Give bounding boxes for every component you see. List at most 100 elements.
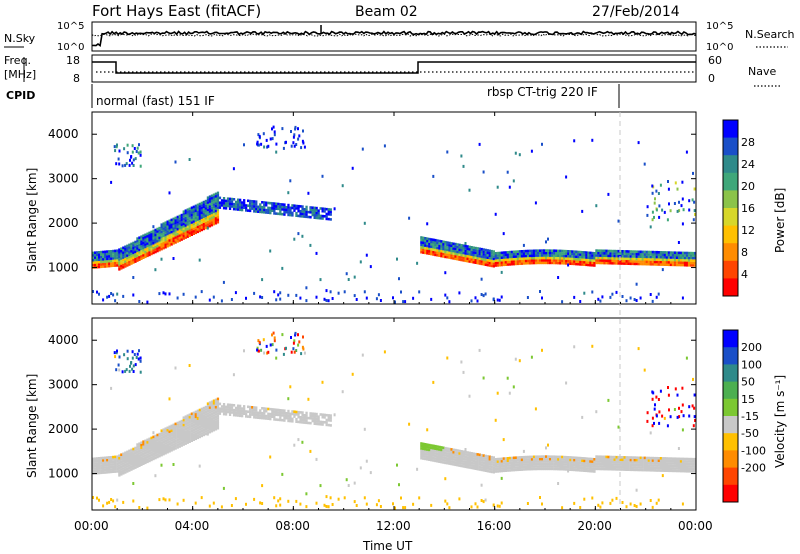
velocity-cell — [198, 423, 201, 426]
power-cell — [158, 236, 161, 240]
power-scatter — [512, 179, 515, 183]
power-cell — [104, 257, 107, 261]
velocity-cell — [597, 457, 600, 461]
velocity-scatter — [649, 431, 652, 435]
velocity-cell — [277, 411, 280, 414]
velocity-cell — [665, 467, 669, 470]
velocity-cell — [210, 424, 214, 428]
power-cell — [637, 252, 640, 256]
colorbar-tick-label: -15 — [741, 410, 759, 423]
power-scatter — [379, 299, 382, 302]
velocity-cell — [132, 464, 135, 468]
power-cell — [150, 233, 153, 236]
power-cell — [311, 213, 314, 217]
velocity-cell — [599, 465, 602, 468]
power-scatter — [693, 209, 696, 213]
velocity-cell — [627, 456, 630, 459]
velocity-cell — [639, 461, 642, 464]
velocity-cell — [428, 453, 431, 457]
velocity-cell — [114, 458, 117, 461]
velocity-cell — [536, 457, 540, 461]
power-cell — [510, 262, 514, 266]
power-cell — [110, 250, 113, 253]
velocity-cell — [599, 467, 602, 471]
power-cell — [329, 213, 332, 216]
velocity-cell — [583, 469, 586, 472]
velocity-cell — [522, 455, 526, 459]
velocity-cell — [444, 454, 447, 457]
power-cell — [470, 255, 473, 259]
velocity-cell — [687, 462, 691, 466]
velocity-scatter — [208, 504, 211, 508]
power-cell — [512, 253, 516, 256]
velocity-scatter — [681, 403, 684, 407]
velocity-cell — [92, 457, 95, 461]
velocity-cell — [303, 416, 306, 419]
velocity-cell — [635, 466, 638, 469]
power-scatter — [122, 294, 125, 298]
velocity-cell — [327, 414, 330, 417]
velocity-cell — [488, 460, 491, 463]
power-cell — [118, 248, 121, 251]
power-cell — [534, 256, 538, 260]
power-cell — [516, 260, 520, 263]
power-cell — [643, 253, 646, 256]
velocity-cell — [480, 456, 483, 459]
power-scatter — [297, 232, 300, 236]
power-cell — [313, 206, 316, 210]
power-scatter — [633, 298, 636, 301]
velocity-cell — [325, 418, 328, 422]
power-cell — [303, 215, 306, 218]
power-cell — [492, 252, 495, 256]
velocity-cell — [512, 461, 516, 464]
velocity-cell — [557, 467, 560, 471]
velocity-cell — [224, 408, 228, 411]
power-cell — [299, 205, 302, 208]
power-cell — [212, 210, 216, 214]
power-cell — [216, 203, 220, 207]
velocity-cell — [659, 461, 663, 465]
power-cell — [482, 255, 485, 259]
velocity-scatter — [182, 498, 185, 502]
power-cell — [277, 207, 280, 211]
velocity-cell — [653, 456, 656, 460]
power-cell — [524, 249, 528, 253]
power-scatter — [484, 292, 487, 296]
velocity-cell — [555, 455, 558, 459]
power-cell — [619, 254, 622, 258]
power-cell — [659, 258, 663, 261]
velocity-cell — [136, 455, 139, 459]
velocity-scatter — [432, 380, 435, 384]
power-scatter — [460, 154, 463, 158]
velocity-cell — [271, 413, 274, 416]
velocity-scatter — [595, 410, 598, 414]
velocity-cell — [172, 448, 175, 451]
power-cell — [100, 250, 103, 254]
velocity-cell — [212, 406, 216, 410]
power-cell — [138, 238, 141, 242]
power-scatter — [263, 145, 266, 149]
velocity-cell — [581, 469, 584, 472]
power-cell — [597, 261, 600, 265]
power-scatter — [297, 137, 300, 141]
power-cell — [110, 252, 113, 255]
power-scatter — [146, 300, 149, 304]
velocity-cell — [692, 462, 695, 466]
power-cell — [170, 223, 173, 226]
power-cell — [470, 246, 473, 249]
power-cell — [172, 232, 175, 235]
power-cell — [520, 257, 524, 260]
velocity-scatter — [321, 380, 324, 384]
power-cell — [285, 206, 288, 209]
velocity-cell — [178, 428, 181, 431]
velocity-cell — [452, 453, 455, 456]
power-cell — [539, 251, 542, 255]
power-cell — [206, 215, 210, 219]
velocity-scatter — [116, 498, 119, 502]
power-cell — [188, 214, 191, 218]
power-cell — [210, 206, 214, 210]
power-cell — [484, 248, 487, 252]
velocity-scatter — [319, 484, 322, 488]
freq-label: Freq. — [4, 54, 31, 67]
velocity-cell — [188, 428, 191, 431]
